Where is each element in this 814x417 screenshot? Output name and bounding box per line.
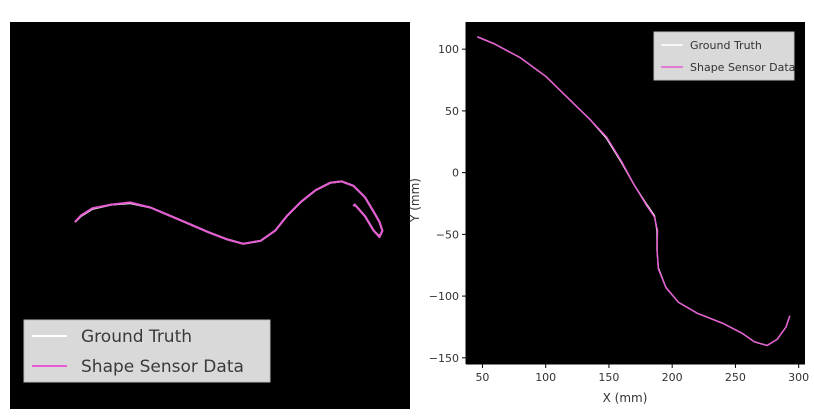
x-tick-label: 100: [535, 371, 556, 384]
y-tick-label: 0: [452, 167, 459, 180]
right-sensor-line: [477, 36, 791, 347]
y-tick-label: −100: [429, 290, 459, 303]
right-axes: 50 100 150 200 250 300 −150 −100 −50 0 50 100: [429, 22, 809, 384]
right-legend: Ground Truth Shape Sensor Data: [653, 31, 795, 81]
y-tick-label: 50: [445, 105, 459, 118]
left-legend-box: [23, 319, 271, 383]
left-sensor-line: [74, 180, 384, 245]
y-tick-label: −150: [429, 352, 459, 365]
left-legend: Ground Truth Shape Sensor Data: [23, 319, 271, 383]
right-legend-label-sensor: Shape Sensor Data: [690, 61, 795, 74]
left-plot-panel: Ground Truth Shape Sensor Data: [10, 22, 410, 409]
left-chart: Ground Truth Shape Sensor Data: [23, 180, 384, 383]
right-legend-box: [653, 31, 795, 81]
x-tick-label: 200: [662, 371, 683, 384]
x-tick-label: 150: [598, 371, 619, 384]
left-ground-truth-line: [74, 180, 384, 245]
right-chart: 50 100 150 200 250 300 −150 −100 −50 0 50 100 X (mm…: [408, 22, 809, 405]
right-legend-label-ground-truth: Ground Truth: [690, 39, 762, 52]
left-legend-label-sensor: Shape Sensor Data: [81, 357, 244, 377]
y-axis-label: Y (mm): [408, 178, 422, 223]
x-tick-label: 250: [725, 371, 746, 384]
y-tick-label: 100: [438, 43, 459, 56]
x-tick-label: 50: [475, 371, 489, 384]
x-tick-label: 300: [788, 371, 809, 384]
x-axis-label: X (mm): [603, 391, 648, 405]
y-tick-label: −50: [436, 228, 459, 241]
left-legend-label-ground-truth: Ground Truth: [81, 327, 192, 347]
